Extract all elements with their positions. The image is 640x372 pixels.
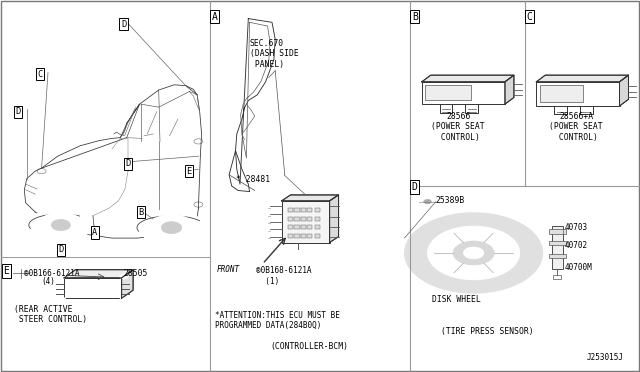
Bar xyxy=(294,208,300,212)
Circle shape xyxy=(148,214,195,241)
Bar xyxy=(540,85,583,102)
Circle shape xyxy=(237,97,247,103)
Text: ®0B168-6121A
  (1): ®0B168-6121A (1) xyxy=(256,266,312,286)
Text: C: C xyxy=(526,12,532,22)
Text: (POWER SEAT
 CONTROL): (POWER SEAT CONTROL) xyxy=(431,122,485,142)
Text: A: A xyxy=(211,12,218,22)
Circle shape xyxy=(240,71,253,79)
Bar xyxy=(301,208,306,212)
Polygon shape xyxy=(64,270,133,278)
Bar xyxy=(315,234,320,238)
Bar xyxy=(294,225,300,229)
Text: (POWER SEAT
 CONTROL): (POWER SEAT CONTROL) xyxy=(549,122,603,142)
Text: 25389B: 25389B xyxy=(435,196,465,205)
Circle shape xyxy=(38,212,83,238)
Bar xyxy=(549,229,566,234)
Text: DISK WHEEL: DISK WHEEL xyxy=(432,295,481,304)
Circle shape xyxy=(140,209,204,246)
Circle shape xyxy=(161,222,182,234)
Text: * 28481: * 28481 xyxy=(236,175,269,184)
Polygon shape xyxy=(330,195,339,243)
Bar xyxy=(288,234,293,238)
Circle shape xyxy=(404,213,543,293)
Bar xyxy=(288,217,293,221)
Bar xyxy=(425,85,471,100)
Bar xyxy=(549,254,566,258)
Text: *ATTENTION:THIS ECU MUST BE
PROGRAMMED DATA(284B0Q): *ATTENTION:THIS ECU MUST BE PROGRAMMED D… xyxy=(215,311,340,330)
Circle shape xyxy=(57,297,66,302)
Circle shape xyxy=(30,207,92,243)
Polygon shape xyxy=(422,75,514,82)
Polygon shape xyxy=(122,270,133,298)
Text: D: D xyxy=(412,182,418,192)
Text: 40703: 40703 xyxy=(564,223,588,232)
Bar xyxy=(536,82,620,106)
Text: D: D xyxy=(15,107,20,116)
Polygon shape xyxy=(536,75,628,82)
Bar xyxy=(315,208,320,212)
Bar xyxy=(294,234,300,238)
Circle shape xyxy=(463,247,484,259)
Text: SEC.670
(DASH SIDE
 PANEL): SEC.670 (DASH SIDE PANEL) xyxy=(250,39,298,69)
Text: 28505: 28505 xyxy=(124,269,148,278)
Bar xyxy=(552,226,563,269)
Circle shape xyxy=(120,297,129,302)
Bar xyxy=(288,225,293,229)
Bar xyxy=(282,201,330,243)
Bar xyxy=(294,217,300,221)
Circle shape xyxy=(247,39,262,48)
Circle shape xyxy=(295,248,303,253)
Bar xyxy=(301,225,306,229)
Text: E: E xyxy=(186,167,191,176)
Bar xyxy=(307,225,312,229)
Text: FRONT: FRONT xyxy=(216,265,239,274)
Text: D: D xyxy=(125,159,131,168)
Text: B: B xyxy=(138,208,143,217)
Circle shape xyxy=(419,197,436,206)
Text: 28566: 28566 xyxy=(446,112,470,121)
Text: (CONTROLLER-BCM): (CONTROLLER-BCM) xyxy=(271,342,349,351)
Circle shape xyxy=(57,274,66,279)
Text: ®0B166-6121A: ®0B166-6121A xyxy=(24,269,80,278)
Text: C: C xyxy=(37,70,42,79)
Bar xyxy=(307,217,312,221)
Text: D: D xyxy=(58,246,63,254)
Text: (4): (4) xyxy=(42,278,56,286)
Bar xyxy=(553,275,561,279)
Text: 40700M: 40700M xyxy=(564,263,592,272)
Bar xyxy=(64,278,122,298)
Bar xyxy=(288,208,293,212)
Circle shape xyxy=(51,219,70,231)
Bar xyxy=(315,217,320,221)
Text: D: D xyxy=(121,20,126,29)
Bar xyxy=(301,234,306,238)
Circle shape xyxy=(234,124,244,130)
Polygon shape xyxy=(620,75,628,106)
Bar xyxy=(549,241,566,245)
Bar xyxy=(422,82,505,104)
Circle shape xyxy=(120,274,129,279)
Text: B: B xyxy=(412,12,418,22)
Circle shape xyxy=(13,269,29,278)
Circle shape xyxy=(428,226,520,280)
Bar xyxy=(307,208,312,212)
Circle shape xyxy=(424,199,431,204)
Text: A: A xyxy=(92,228,97,237)
Text: (REAR ACTIVE
 STEER CONTROL): (REAR ACTIVE STEER CONTROL) xyxy=(14,305,87,324)
Circle shape xyxy=(398,209,549,297)
Text: 28566+A: 28566+A xyxy=(559,112,593,121)
Bar xyxy=(315,225,320,229)
Text: (TIRE PRESS SENSOR): (TIRE PRESS SENSOR) xyxy=(442,327,534,336)
Circle shape xyxy=(453,241,494,265)
Text: E: E xyxy=(3,266,10,276)
Bar xyxy=(301,217,306,221)
Polygon shape xyxy=(505,75,514,104)
Text: 40702: 40702 xyxy=(564,241,588,250)
Text: J253015J: J253015J xyxy=(587,353,624,362)
Bar xyxy=(307,234,312,238)
Polygon shape xyxy=(282,195,339,201)
